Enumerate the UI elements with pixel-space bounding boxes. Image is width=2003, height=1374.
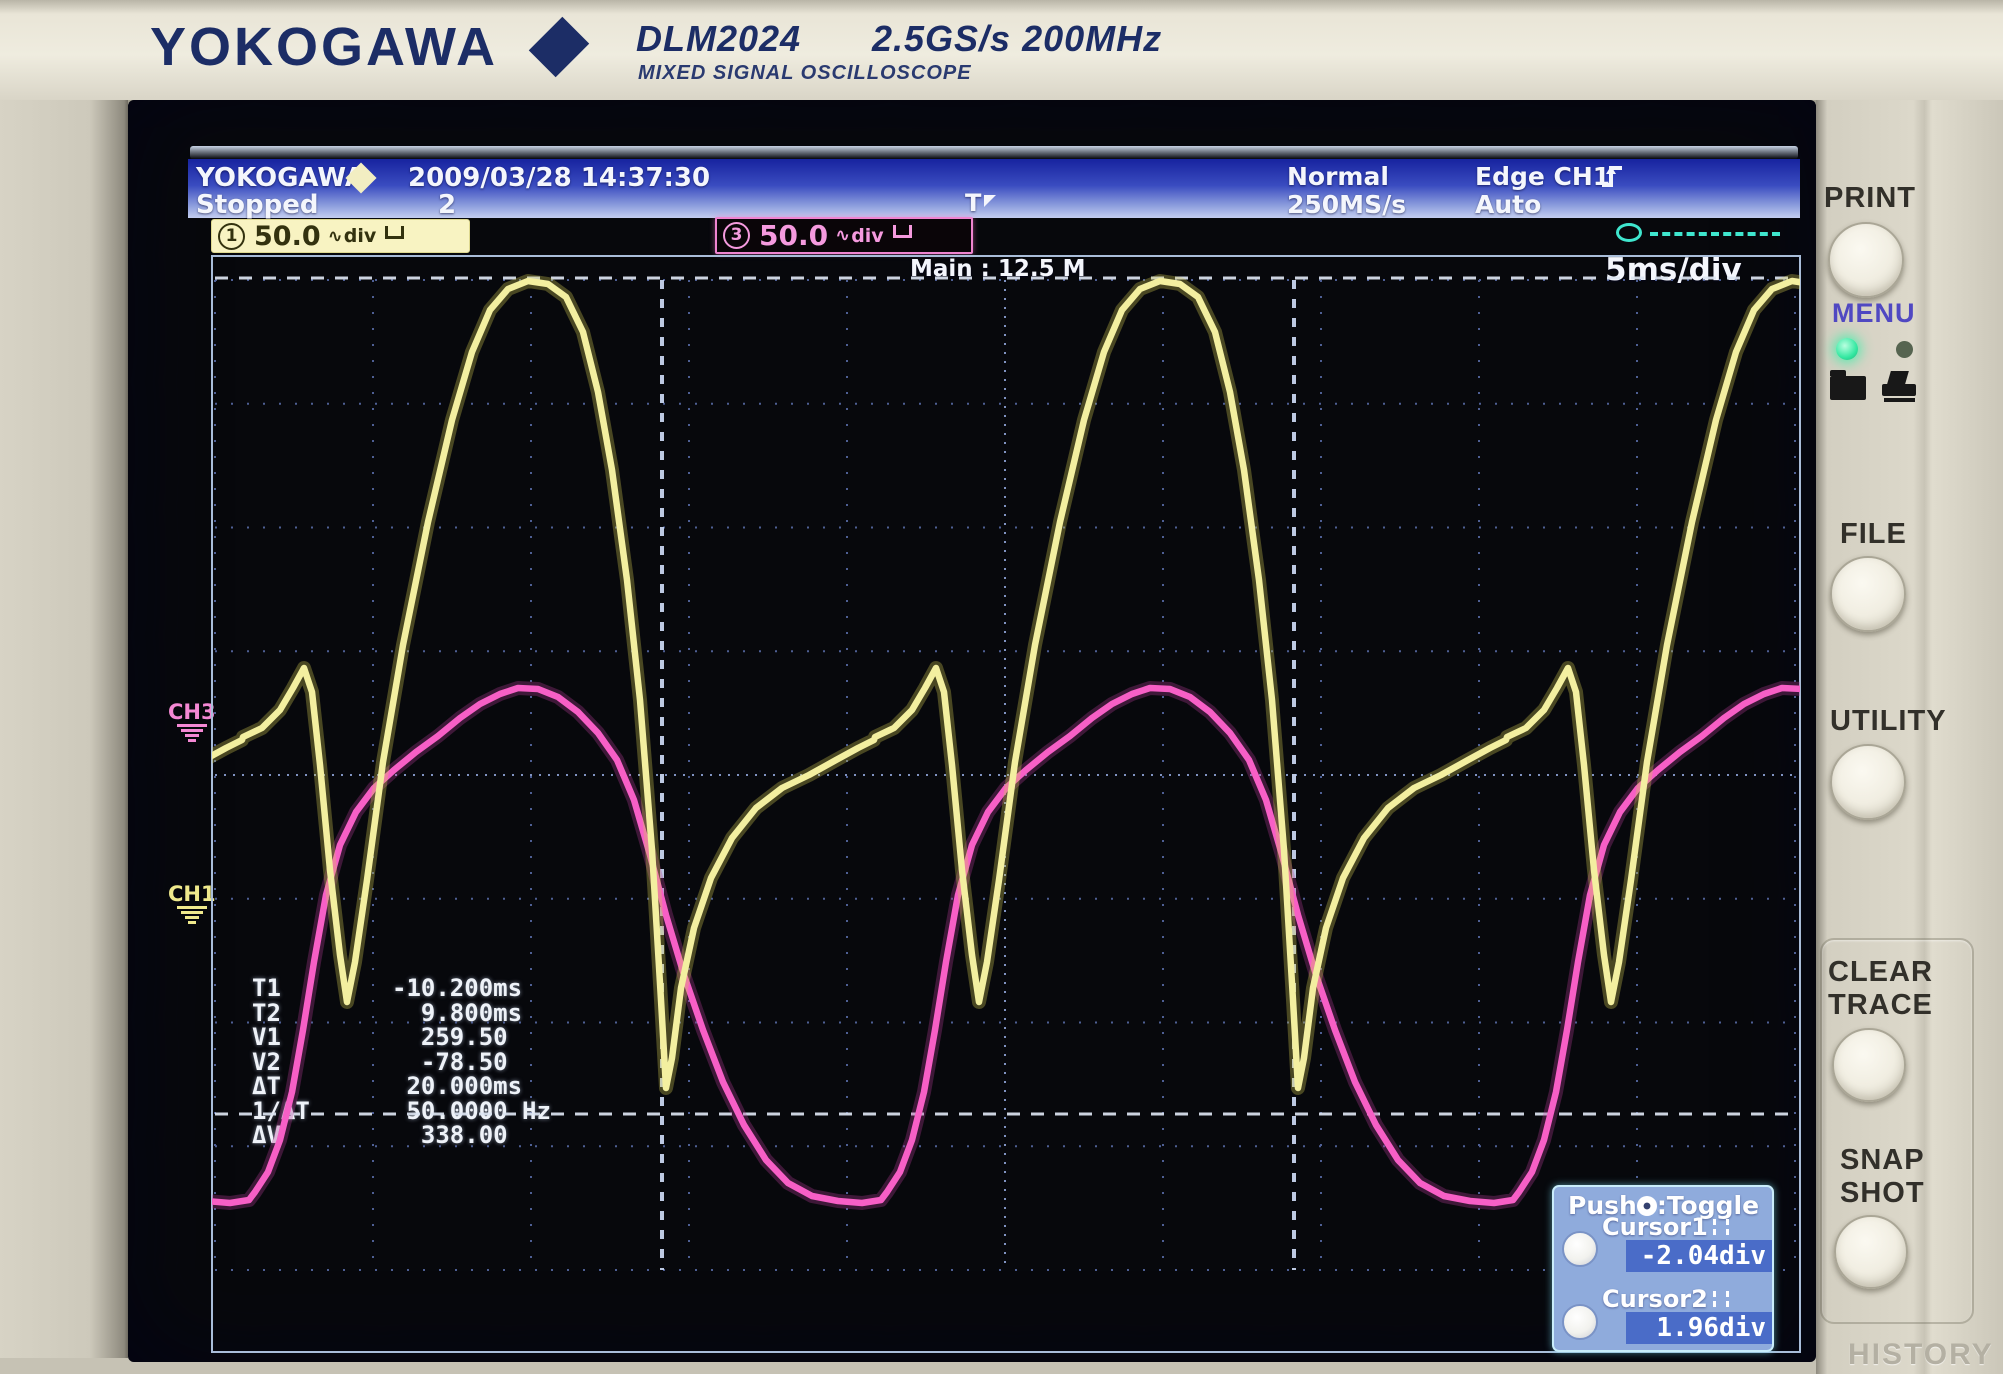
measurement-row: ΔT 20.000ms (252, 1074, 551, 1099)
ch3-ground-icon (176, 724, 207, 727)
delay-indicator-icon (1616, 223, 1642, 242)
delay-indicator-bar (1650, 232, 1780, 236)
snap-shot-button[interactable] (1834, 1215, 1908, 1289)
record-length-text: Main : 12.5 M (910, 256, 1086, 282)
measurement-table: T1 -10.200ms T2 9.800ms V1 259.50 V2 -78.… (252, 976, 551, 1148)
print-label: PRINT (1824, 182, 1916, 214)
brand-diamond-icon (528, 16, 590, 78)
cursor1-label: Cursor1 (1602, 1213, 1734, 1241)
measurement-label: V2 (252, 1047, 281, 1076)
ch3-position-marker: CH3 (168, 702, 216, 742)
rising-edge-icon (1602, 166, 1622, 187)
print-button[interactable] (1828, 222, 1904, 298)
cursor-panel-title: Push :Toggle (1568, 1191, 1759, 1220)
menu-led-off (1896, 341, 1913, 358)
cursor2-knob-button[interactable] (1562, 1304, 1598, 1340)
ch1-number-icon: 1 (218, 222, 245, 250)
knob-icon (1636, 1196, 1657, 1216)
measurement-value: -10.200ms (392, 974, 523, 1002)
subtitle-text: MIXED SIGNAL OSCILLOSCOPE (638, 62, 972, 84)
utility-label: UTILITY (1830, 705, 1947, 737)
file-label: FILE (1840, 518, 1907, 550)
ch1-ground-icon (176, 906, 207, 909)
trigger-type-text: Edge CH1 (1475, 162, 1611, 191)
bottom-bezel (0, 1358, 2003, 1374)
printer-icon (1882, 384, 1916, 402)
measurement-value: 338.00 (392, 1121, 508, 1149)
measurement-label: ΔT (252, 1072, 281, 1100)
ch3-scale-value: 50.0 (759, 219, 829, 252)
screen-glare (190, 146, 1798, 159)
cursor1-knob-button[interactable] (1562, 1231, 1598, 1267)
menu-led-on (1836, 338, 1858, 360)
utility-button[interactable] (1830, 744, 1906, 820)
status-text: Stopped (196, 190, 319, 220)
measurement-label: T1 (252, 974, 281, 1002)
measurement-label: ΔV (252, 1121, 281, 1149)
measurement-value: 50.0000 Hz (392, 1096, 551, 1125)
ch1-scale-value: 50.0 (254, 220, 321, 252)
clear-trace-button[interactable] (1832, 1028, 1906, 1102)
cursor-panel: Push :Toggle Cursor1 -2.04div Cursor2 1.9… (1552, 1185, 1774, 1352)
ch3-number-icon: 3 (723, 222, 750, 249)
measurement-label: V1 (252, 1023, 281, 1051)
cursor1-value: -2.04div (1626, 1240, 1772, 1272)
snap-shot-label: SNAP SHOT (1840, 1144, 1925, 1209)
header-brand: YOKOGAWA (196, 163, 366, 193)
measurement-row: 1/ΔT 50.0000 Hz (252, 1096, 551, 1125)
header-datetime: 2009/03/28 14:37:30 (408, 163, 711, 193)
ch1-scale-badge: 1 50.0 ∿ div (211, 219, 470, 253)
trigger-position-marker: T (965, 189, 982, 217)
cursor2-marker-icon (1712, 1291, 1721, 1307)
trace-button-group (1820, 938, 1974, 1324)
lcd-screen (128, 100, 1816, 1362)
ch3-unit-text: div (851, 224, 884, 247)
acq-count-text: 2 (438, 190, 457, 220)
measurement-value: 259.50 (392, 1023, 508, 1051)
measurement-row: V2 -78.50 (252, 1047, 551, 1076)
acq-mode-text: Normal (1287, 162, 1389, 191)
trigger-position-flag-icon (984, 195, 996, 207)
cursor1-marker-icon (1712, 1219, 1721, 1235)
measurement-label: T2 (252, 998, 281, 1027)
left-bezel (0, 100, 128, 1374)
trigger-mode-text: Auto (1475, 190, 1542, 219)
timebase-text: 5ms/div (1605, 252, 1742, 288)
measurement-value: 9.800ms (392, 998, 523, 1027)
measurement-row: V1 259.50 (252, 1025, 551, 1050)
cursor-panel-title-text2: :Toggle (1656, 1191, 1760, 1220)
ch1-position-marker: CH1 (168, 884, 216, 924)
measurement-value: -78.50 (392, 1047, 508, 1076)
measurement-value: 20.000ms (392, 1072, 523, 1100)
folder-icon (1830, 370, 1866, 400)
cursor-panel-title-text: Push (1568, 1191, 1637, 1220)
model-text: DLM2024 (636, 18, 802, 59)
measurement-row: T1 -10.200ms (252, 976, 551, 1001)
menu-label: MENU (1832, 298, 1916, 328)
cursor2-label: Cursor2 (1602, 1285, 1734, 1313)
file-button[interactable] (1830, 556, 1906, 632)
top-bezel: YOKOGAWA DLM2024 2.5GS/s 200MHz MIXED SI… (0, 0, 2003, 103)
ch1-probe-icon (385, 225, 405, 239)
brand-logo-text: YOKOGAWA (150, 17, 499, 77)
right-control-bezel: PRINT MENU FILE UTILITY CLEAR TRACE SNAP… (1816, 100, 2003, 1374)
measurement-row: ΔV 338.00 (252, 1123, 551, 1148)
ch3-probe-icon (892, 225, 912, 238)
history-label: HISTORY (1848, 1338, 1994, 1371)
ch1-unit-text: div (343, 225, 377, 247)
ch3-label: CH3 (168, 700, 216, 724)
measurement-row: T2 9.800ms (252, 998, 551, 1027)
ch1-label: CH1 (168, 882, 216, 906)
clear-trace-label: CLEAR TRACE (1828, 956, 1933, 1021)
ch1-coupling-icon: ∿ (327, 225, 343, 247)
ch3-coupling-icon: ∿ (835, 225, 851, 246)
screen-header-bar: YOKOGAWA 2009/03/28 14:37:30 Normal Edge… (188, 159, 1800, 220)
sample-rate-text: 250MS/s (1287, 190, 1407, 219)
measurement-label: 1/ΔT (252, 1096, 310, 1125)
specs-text: 2.5GS/s 200MHz (872, 18, 1163, 59)
cursor2-value: 1.96div (1626, 1312, 1772, 1344)
ch3-scale-badge: 3 50.0 ∿ div (715, 217, 973, 254)
